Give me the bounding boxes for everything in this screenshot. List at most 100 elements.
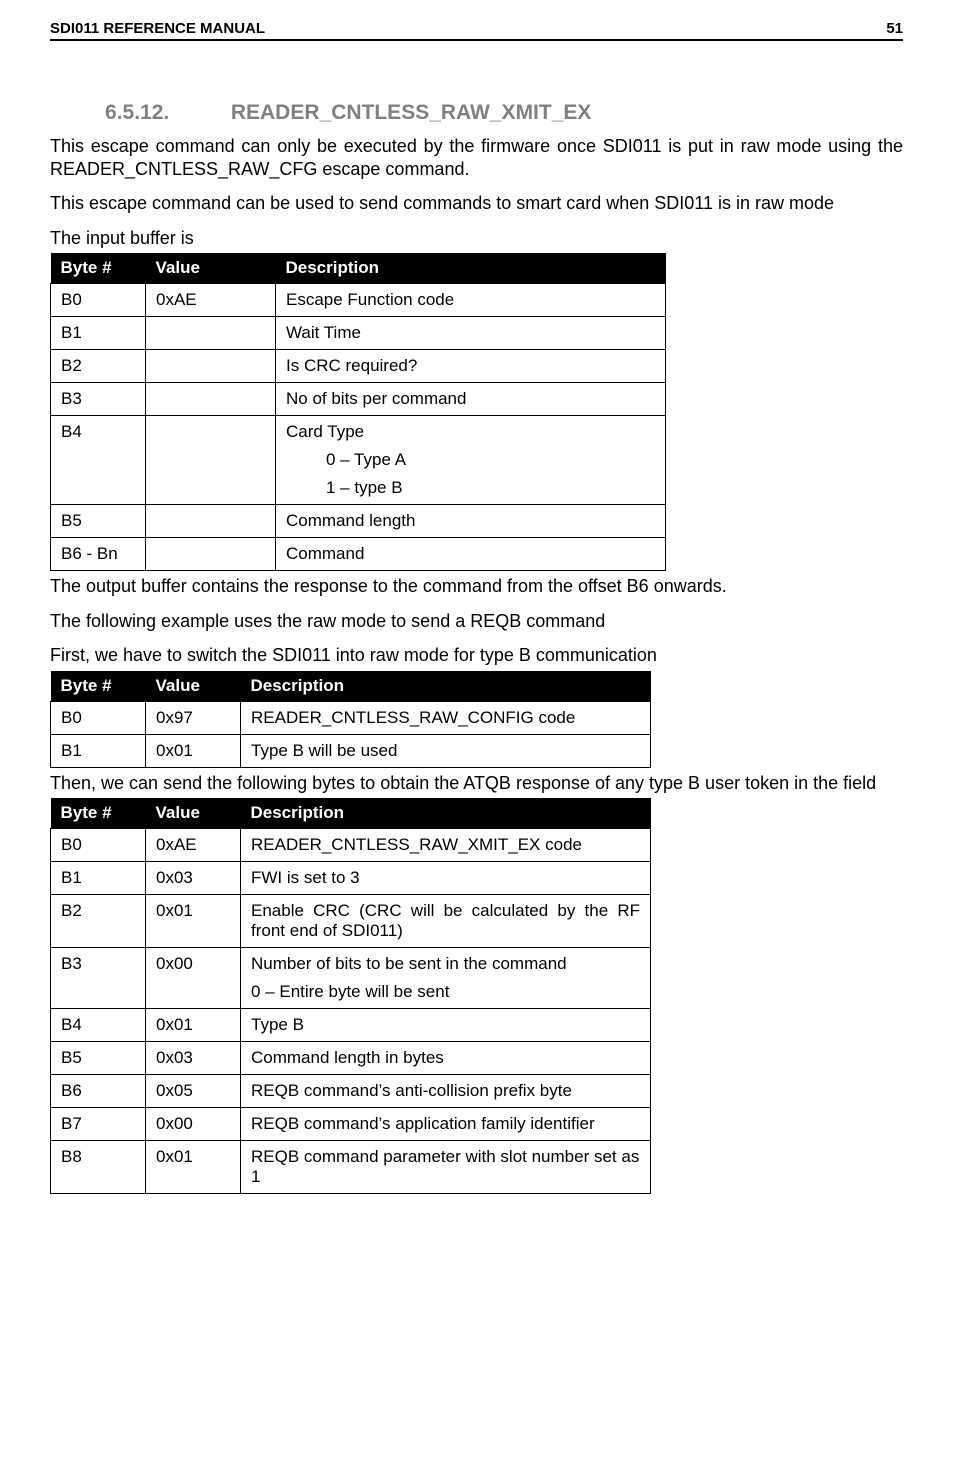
cell-value <box>146 505 276 538</box>
cell-desc: Command <box>276 538 666 571</box>
cell-value: 0x01 <box>146 1141 241 1194</box>
cell-value: 0x03 <box>146 1042 241 1075</box>
cell-value <box>146 383 276 416</box>
page-number: 51 <box>886 20 903 37</box>
cell-value: 0x00 <box>146 948 241 1009</box>
config-table: Byte # Value Description B0 0x97 READER_… <box>50 671 651 768</box>
cell-byte: B5 <box>51 1042 146 1075</box>
table-row: B5 Command length <box>51 505 666 538</box>
cell-value: 0x01 <box>146 734 241 767</box>
cell-desc: REQB command’s application family identi… <box>241 1108 651 1141</box>
cell-value: 0x97 <box>146 701 241 734</box>
cell-value <box>146 538 276 571</box>
cell-desc: Command length <box>276 505 666 538</box>
table-row: B0 0x97 READER_CNTLESS_RAW_CONFIG code <box>51 701 651 734</box>
table-row: B1 0x03 FWI is set to 3 <box>51 862 651 895</box>
table-row: B1 0x01 Type B will be used <box>51 734 651 767</box>
cell-desc-text: Number of bits to be sent in the command <box>251 954 567 973</box>
table-row: B3 0x00 Number of bits to be sent in the… <box>51 948 651 1009</box>
col-byte: Byte # <box>51 798 146 829</box>
col-value: Value <box>146 253 276 284</box>
cell-desc: Card Type 0 – Type A 1 – type B <box>276 416 666 505</box>
cell-desc-text: Card Type <box>286 422 364 441</box>
cell-desc: REQB command parameter with slot number … <box>241 1141 651 1194</box>
cell-desc: Escape Function code <box>276 284 666 317</box>
cell-desc: Type B <box>241 1009 651 1042</box>
cell-byte: B0 <box>51 284 146 317</box>
paragraph-7: Then, we can send the following bytes to… <box>50 772 903 795</box>
table-row: B6 - Bn Command <box>51 538 666 571</box>
cell-byte: B2 <box>51 895 146 948</box>
cell-desc: Number of bits to be sent in the command… <box>241 948 651 1009</box>
col-desc: Description <box>241 671 651 702</box>
cell-byte: B1 <box>51 862 146 895</box>
table-row: B0 0xAE READER_CNTLESS_RAW_XMIT_EX code <box>51 829 651 862</box>
cell-byte: B0 <box>51 701 146 734</box>
table-row: B0 0xAE Escape Function code <box>51 284 666 317</box>
table-row: B2 Is CRC required? <box>51 350 666 383</box>
cell-byte: B4 <box>51 1009 146 1042</box>
cell-byte: B7 <box>51 1108 146 1141</box>
cell-byte: B3 <box>51 948 146 1009</box>
table-header-row: Byte # Value Description <box>51 798 651 829</box>
cell-value: 0x05 <box>146 1075 241 1108</box>
cell-desc: READER_CNTLESS_RAW_CONFIG code <box>241 701 651 734</box>
cell-value: 0x00 <box>146 1108 241 1141</box>
section-heading: 6.5.12. READER_CNTLESS_RAW_XMIT_EX <box>105 101 903 125</box>
paragraph-4: The output buffer contains the response … <box>50 575 903 598</box>
cell-byte: B2 <box>51 350 146 383</box>
cell-byte: B1 <box>51 317 146 350</box>
paragraph-1: This escape command can only be executed… <box>50 135 903 180</box>
table-row: B4 Card Type 0 – Type A 1 – type B <box>51 416 666 505</box>
cell-value: 0x01 <box>146 895 241 948</box>
paragraph-5: The following example uses the raw mode … <box>50 610 903 633</box>
page-header: SDI011 REFERENCE MANUAL 51 <box>50 20 903 41</box>
cell-desc-sub: 1 – type B <box>286 478 655 498</box>
col-byte: Byte # <box>51 671 146 702</box>
paragraph-2: This escape command can be used to send … <box>50 192 903 215</box>
cell-byte: B4 <box>51 416 146 505</box>
section-title: READER_CNTLESS_RAW_XMIT_EX <box>231 101 592 124</box>
cell-byte: B3 <box>51 383 146 416</box>
cell-desc: REQB command’s anti-collision prefix byt… <box>241 1075 651 1108</box>
cell-byte: B8 <box>51 1141 146 1194</box>
table-row: B6 0x05 REQB command’s anti-collision pr… <box>51 1075 651 1108</box>
table-row: B1 Wait Time <box>51 317 666 350</box>
cell-byte: B0 <box>51 829 146 862</box>
col-desc: Description <box>276 253 666 284</box>
cell-byte: B6 <box>51 1075 146 1108</box>
cell-desc: FWI is set to 3 <box>241 862 651 895</box>
cell-value: 0x01 <box>146 1009 241 1042</box>
table-header-row: Byte # Value Description <box>51 671 651 702</box>
cell-desc: Command length in bytes <box>241 1042 651 1075</box>
table-row: B7 0x00 REQB command’s application famil… <box>51 1108 651 1141</box>
cell-byte: B5 <box>51 505 146 538</box>
col-desc: Description <box>241 798 651 829</box>
cell-desc-sub: 0 – Entire byte will be sent <box>251 982 640 1002</box>
cell-value <box>146 317 276 350</box>
cell-byte: B6 - Bn <box>51 538 146 571</box>
table-row: B2 0x01 Enable CRC (CRC will be calculat… <box>51 895 651 948</box>
cell-value <box>146 416 276 505</box>
xmit-table: Byte # Value Description B0 0xAE READER_… <box>50 798 651 1194</box>
cell-desc: READER_CNTLESS_RAW_XMIT_EX code <box>241 829 651 862</box>
table-row: B8 0x01 REQB command parameter with slot… <box>51 1141 651 1194</box>
cell-desc-sub: 0 – Type A <box>286 450 655 470</box>
cell-byte: B1 <box>51 734 146 767</box>
cell-value <box>146 350 276 383</box>
table-row: B5 0x03 Command length in bytes <box>51 1042 651 1075</box>
cell-desc: No of bits per command <box>276 383 666 416</box>
cell-value: 0x03 <box>146 862 241 895</box>
cell-desc: Type B will be used <box>241 734 651 767</box>
table-row: B4 0x01 Type B <box>51 1009 651 1042</box>
input-buffer-table: Byte # Value Description B0 0xAE Escape … <box>50 253 666 571</box>
header-title: SDI011 REFERENCE MANUAL <box>50 20 265 37</box>
paragraph-3: The input buffer is <box>50 227 903 250</box>
cell-desc: Is CRC required? <box>276 350 666 383</box>
col-value: Value <box>146 671 241 702</box>
section-number: 6.5.12. <box>105 101 225 125</box>
cell-desc: Wait Time <box>276 317 666 350</box>
table-header-row: Byte # Value Description <box>51 253 666 284</box>
col-value: Value <box>146 798 241 829</box>
cell-desc: Enable CRC (CRC will be calculated by th… <box>241 895 651 948</box>
